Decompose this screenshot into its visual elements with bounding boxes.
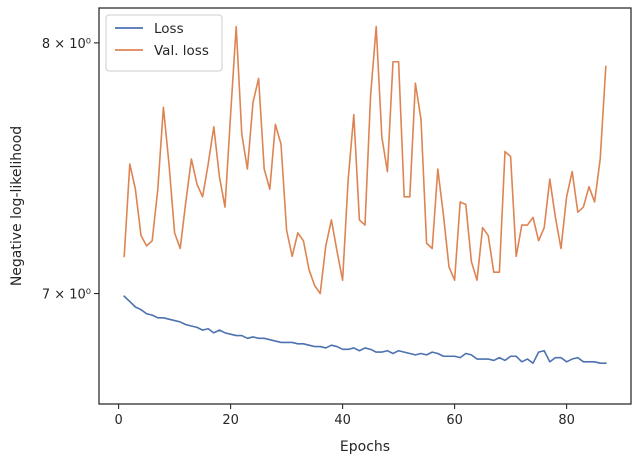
x-axis-label: Epochs <box>340 439 390 455</box>
axes-frame <box>98 7 632 405</box>
x-tick-label: 0 <box>114 413 122 428</box>
legend-label: Loss <box>154 21 184 37</box>
x-tick-label: 60 <box>446 413 463 428</box>
x-tick-label: 40 <box>334 413 351 428</box>
y-axis-label: Negative log-likelihood <box>9 126 25 286</box>
x-tick-label: 80 <box>558 413 575 428</box>
series-line-1 <box>123 25 607 295</box>
y-tick-label: 7 × 10⁰ <box>42 288 91 303</box>
x-tick-label: 20 <box>222 413 239 428</box>
y-tick-label: 8 × 10⁰ <box>42 37 91 52</box>
series-line-0 <box>123 295 607 365</box>
legend-label: Val. loss <box>154 43 209 59</box>
x-axis-ticks: 0 20 40 60 80 <box>114 404 575 428</box>
legend-box <box>105 14 223 72</box>
legend: Loss Val. loss <box>105 14 223 72</box>
series-lines <box>123 25 607 365</box>
y-axis-ticks: 7 × 10⁰ 8 × 10⁰ <box>42 37 99 303</box>
